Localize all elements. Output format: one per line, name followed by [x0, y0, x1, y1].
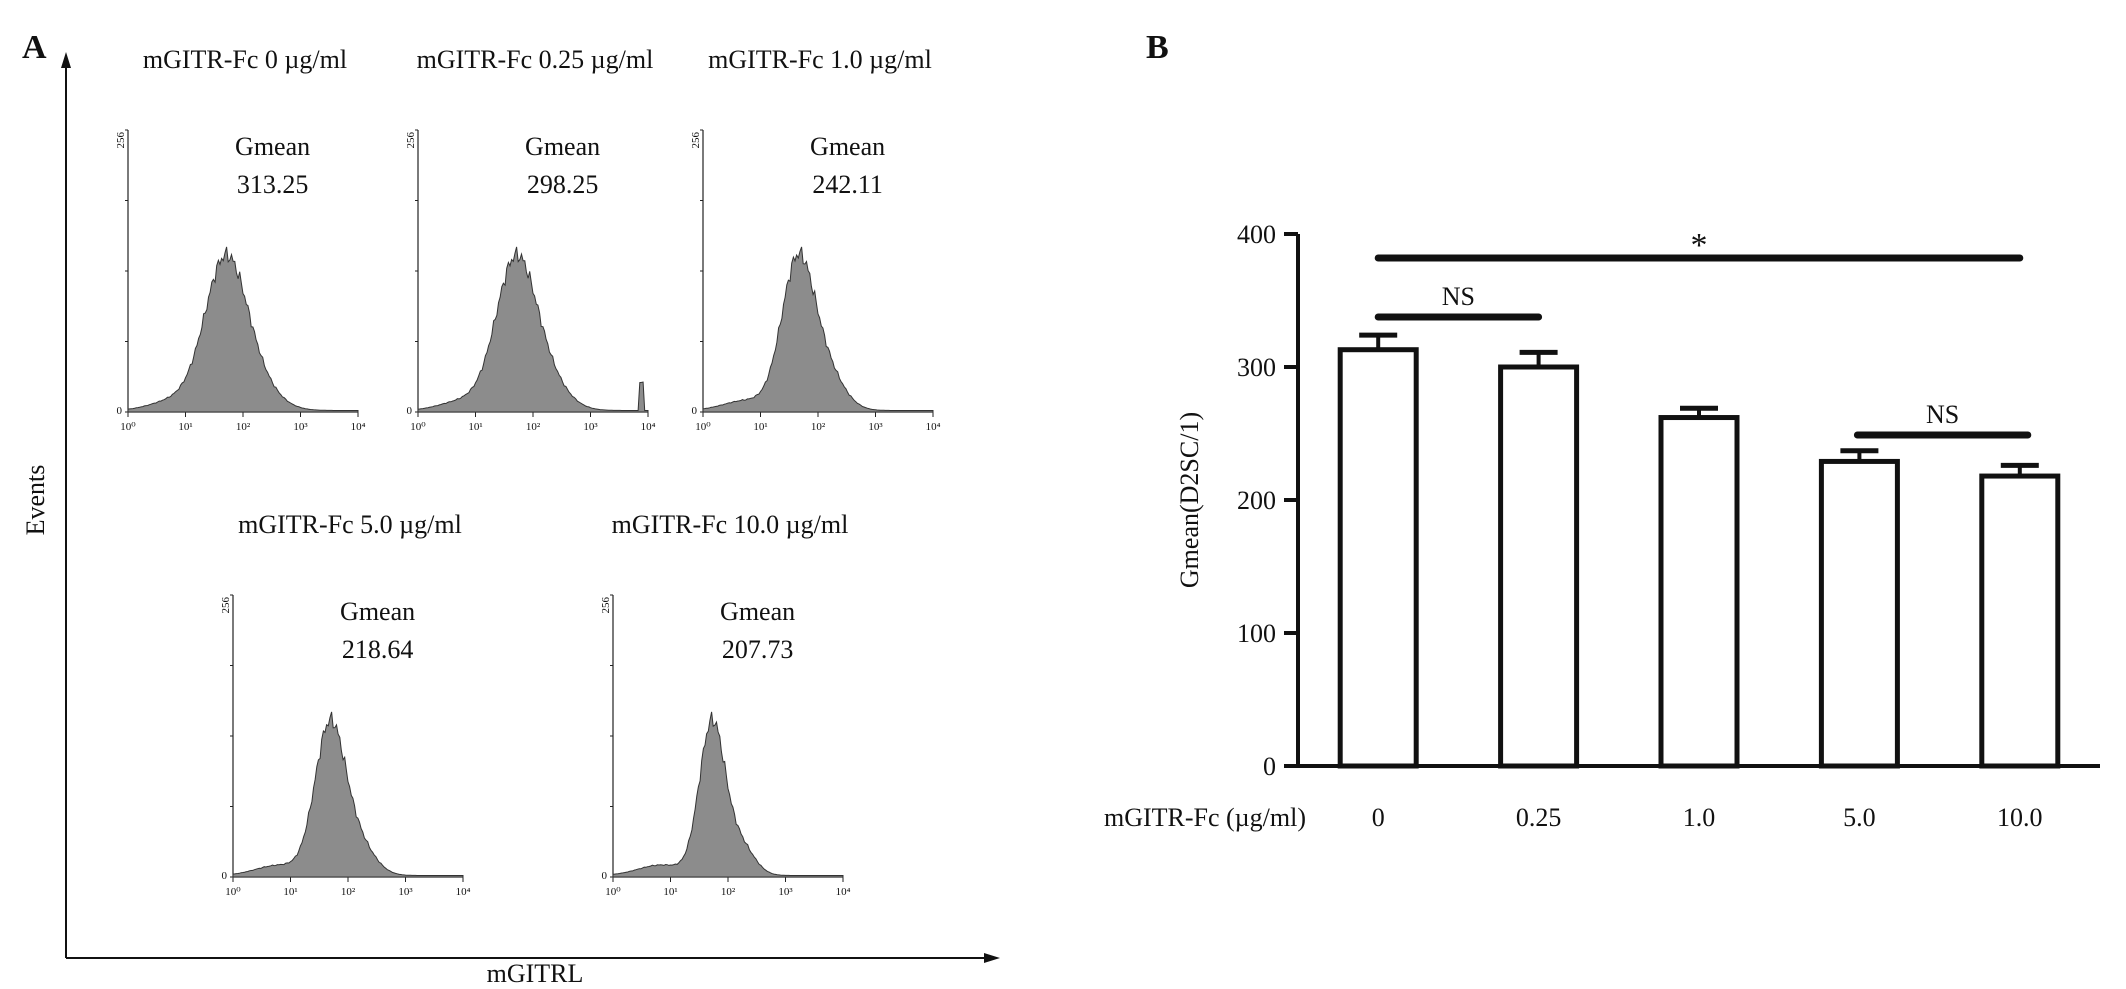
- histogram-x-tick-label: 10²: [341, 886, 356, 898]
- histogram-3: mGITR-Fc 5.0 µg/ml Gmean 218.64 256 0 10⁰ 10¹ 1…: [220, 510, 471, 898]
- significance-label: *: [1691, 227, 1708, 264]
- histogram-y-min-label: 0: [692, 405, 698, 417]
- bar: [1337, 347, 1419, 769]
- histogram-x-tick-label: 10³: [868, 421, 883, 433]
- bar: [1979, 473, 2061, 769]
- bar: [1498, 364, 1580, 769]
- significance-label: NS: [1442, 282, 1475, 311]
- histogram-distribution: [612, 711, 844, 878]
- bar: [1818, 458, 1900, 769]
- panel-b: B 0 100 200 300 400 Gmean(D2SC/1) mGITR-Fc (µg…: [1104, 29, 2100, 832]
- histogram-title: mGITR-Fc 0 µg/ml: [143, 45, 347, 74]
- mgitrl-axis-arrow: [984, 953, 1000, 963]
- panel-a-label: A: [22, 29, 47, 66]
- y-tick-label: 200: [1237, 486, 1276, 515]
- histogram-0: mGITR-Fc 0 µg/ml Gmean 313.25 256 0 10⁰ 10¹ 10²…: [115, 45, 366, 433]
- y-tick-label: 300: [1237, 353, 1276, 382]
- histogram-x-tick-label: 10⁴: [641, 421, 656, 433]
- gmean-label: Gmean: [720, 597, 795, 626]
- histogram-distribution: [232, 711, 464, 878]
- histogram-x-tick-label: 10⁰: [120, 421, 136, 433]
- gmean-label: Gmean: [810, 132, 885, 161]
- histogram-y-max-label: 256: [690, 132, 702, 149]
- histogram-x-tick-label: 10⁴: [926, 421, 941, 433]
- histogram-title: mGITR-Fc 10.0 µg/ml: [612, 510, 849, 539]
- histogram-y-max-label: 256: [115, 132, 127, 149]
- gmean-value: 218.64: [342, 635, 414, 664]
- histogram-distribution: [702, 246, 934, 413]
- histogram-title: mGITR-Fc 5.0 µg/ml: [238, 510, 462, 539]
- histogram-2: mGITR-Fc 1.0 µg/ml Gmean 242.11 256 0 10⁰ 10¹ 1…: [690, 45, 941, 433]
- histogram-y-min-label: 0: [222, 870, 228, 882]
- histogram-1: mGITR-Fc 0.25 µg/ml Gmean 298.25 256 0 10⁰ 10¹…: [405, 45, 656, 433]
- histogram-x-tick-label: 10⁰: [225, 886, 241, 898]
- histogram-x-tick-label: 10²: [721, 886, 736, 898]
- histogram-x-tick-label: 10⁰: [410, 421, 426, 433]
- gmean-label: Gmean: [340, 597, 415, 626]
- histogram-x-tick-label: 10¹: [663, 886, 677, 898]
- bar: [1658, 415, 1740, 769]
- y-tick-label: 400: [1237, 220, 1276, 249]
- histogram-x-tick-label: 10²: [811, 421, 826, 433]
- histogram-distribution: [127, 246, 359, 413]
- gmean-label: Gmean: [525, 132, 600, 161]
- histogram-title: mGITR-Fc 0.25 µg/ml: [417, 45, 654, 74]
- x-tick-label: 5.0: [1843, 803, 1876, 832]
- y-tick-label: 0: [1263, 752, 1276, 781]
- panel-a: A Events mGITRL mGITR-Fc 0 µg/ml Gmean 313…: [21, 29, 1000, 988]
- histogram-y-max-label: 256: [405, 132, 417, 149]
- bar-chart: 0 100 200 300 400 Gmean(D2SC/1) mGITR-Fc (µg/m…: [1104, 220, 2100, 832]
- histogram-x-tick-label: 10¹: [178, 421, 192, 433]
- histogram-x-tick-label: 10⁰: [605, 886, 621, 898]
- histogram-x-tick-label: 10¹: [753, 421, 767, 433]
- gmean-value: 207.73: [722, 635, 794, 664]
- events-axis-label: Events: [21, 465, 50, 536]
- histogram-y-min-label: 0: [602, 870, 608, 882]
- x-tick-label: 0: [1372, 803, 1385, 832]
- histogram-4: mGITR-Fc 10.0 µg/ml Gmean 207.73 256 0 10⁰ 10¹…: [600, 510, 851, 898]
- mgitrl-axis-label: mGITRL: [487, 959, 584, 988]
- x-tick-label: 0.25: [1516, 803, 1562, 832]
- gmean-value: 242.11: [812, 170, 883, 199]
- histogram-x-tick-label: 10⁴: [456, 886, 471, 898]
- histogram-y-min-label: 0: [407, 405, 413, 417]
- histogram-x-tick-label: 10²: [236, 421, 251, 433]
- histogram-x-tick-label: 10⁰: [695, 421, 711, 433]
- histogram-distribution: [417, 246, 649, 413]
- y-axis-label: Gmean(D2SC/1): [1175, 412, 1204, 588]
- histogram-x-tick-label: 10³: [398, 886, 413, 898]
- histogram-x-tick-label: 10³: [293, 421, 308, 433]
- y-tick-label: 100: [1237, 619, 1276, 648]
- significance-label: NS: [1926, 400, 1959, 429]
- histogram-y-min-label: 0: [117, 405, 123, 417]
- x-tick-label: 10.0: [1997, 803, 2043, 832]
- histogram-y-max-label: 256: [220, 597, 232, 614]
- histogram-y-max-label: 256: [600, 597, 612, 614]
- histogram-x-tick-label: 10¹: [283, 886, 297, 898]
- histogram-x-tick-label: 10⁴: [836, 886, 851, 898]
- histogram-x-tick-label: 10¹: [468, 421, 482, 433]
- x-axis-label: mGITR-Fc (µg/ml): [1104, 803, 1306, 832]
- histogram-x-tick-label: 10³: [583, 421, 598, 433]
- histogram-x-tick-label: 10²: [526, 421, 541, 433]
- gmean-label: Gmean: [235, 132, 310, 161]
- gmean-value: 313.25: [237, 170, 309, 199]
- histogram-title: mGITR-Fc 1.0 µg/ml: [708, 45, 932, 74]
- events-axis-arrow: [61, 52, 71, 68]
- x-tick-label: 1.0: [1683, 803, 1716, 832]
- gmean-value: 298.25: [527, 170, 599, 199]
- panel-b-label: B: [1146, 29, 1169, 66]
- histogram-x-tick-label: 10³: [778, 886, 793, 898]
- histogram-x-tick-label: 10⁴: [351, 421, 366, 433]
